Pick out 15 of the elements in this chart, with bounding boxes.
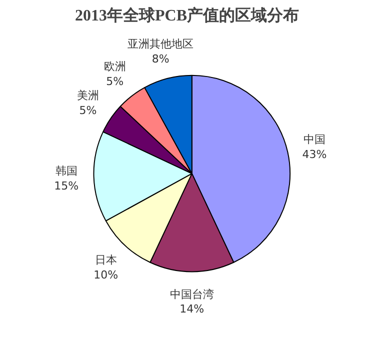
slice-label: 中国台湾 bbox=[170, 288, 214, 301]
data-label: 5% bbox=[79, 104, 97, 118]
data-label: 5% bbox=[106, 75, 124, 88]
data-label: 8% bbox=[152, 52, 170, 66]
slice-label: 韩国 bbox=[55, 164, 78, 178]
slice-label: 欧洲 bbox=[104, 60, 126, 74]
data-label: 10% bbox=[94, 268, 118, 282]
slice-label: 中国 bbox=[304, 132, 326, 146]
chart-title: 2013年全球PCB产值的区域分布 bbox=[75, 6, 299, 24]
slice-label: 美洲 bbox=[76, 89, 99, 102]
slice-label: 亚洲其他地区 bbox=[128, 37, 194, 50]
data-label: 14% bbox=[180, 302, 204, 316]
data-label: 15% bbox=[54, 180, 79, 193]
slice-label: 日本 bbox=[94, 253, 117, 266]
data-label: 43% bbox=[302, 148, 327, 161]
